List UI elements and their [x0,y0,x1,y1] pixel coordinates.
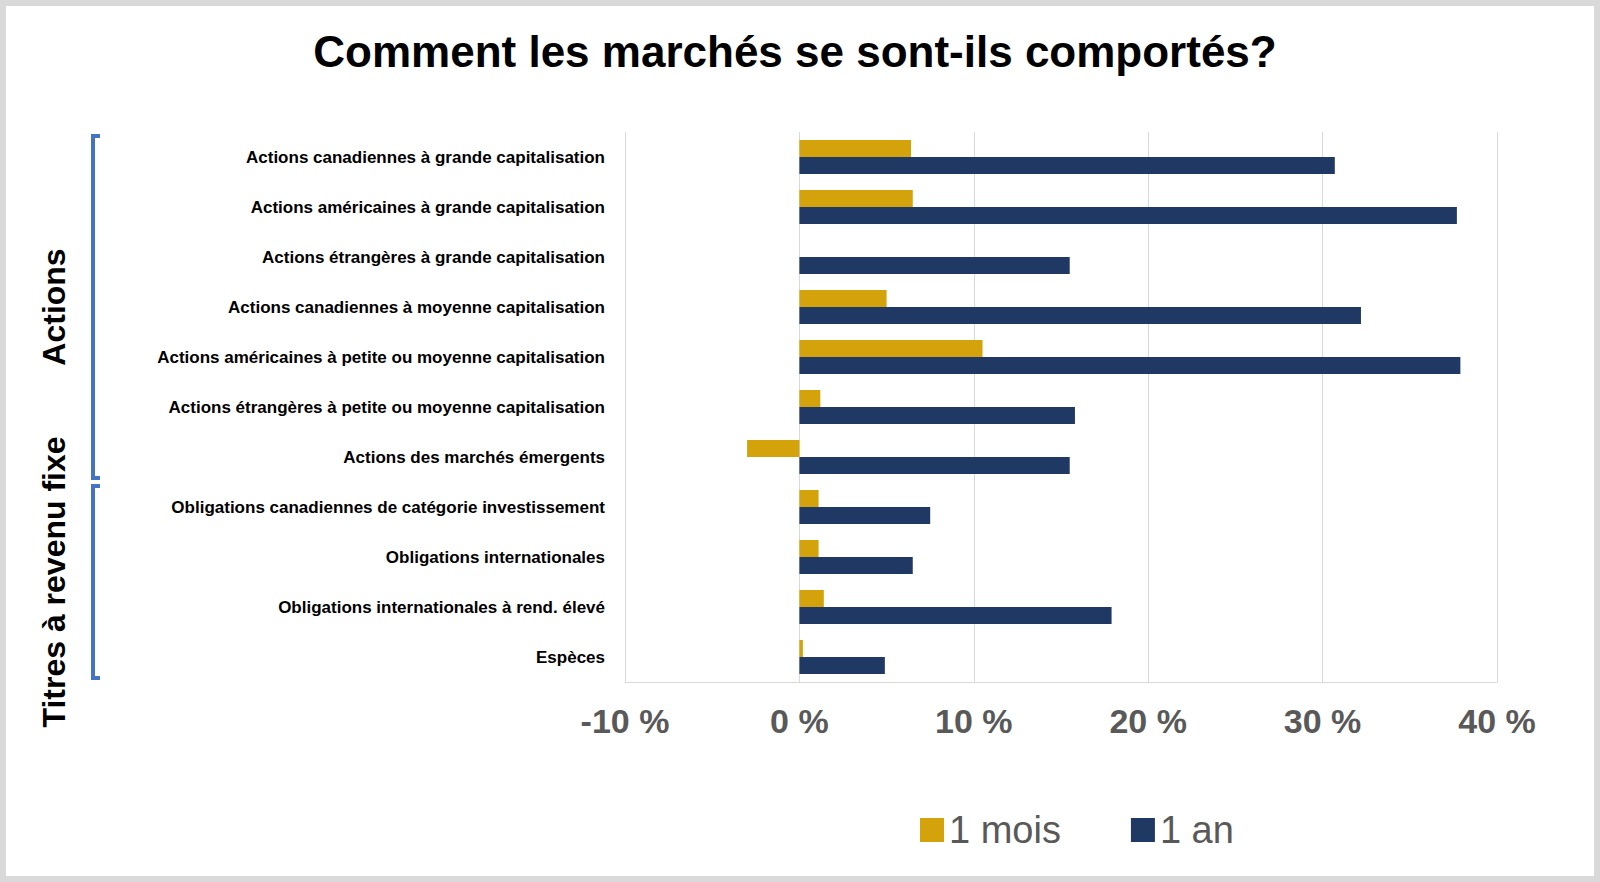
svg-text:30 %: 30 % [1284,702,1362,740]
svg-text:Obligations internationales: Obligations internationales [386,548,605,567]
svg-text:Actions: Actions [36,248,72,365]
svg-text:Actions américaines à grande c: Actions américaines à grande capitalisat… [251,198,605,217]
svg-text:1 mois: 1 mois [949,809,1061,851]
svg-text:Actions étrangères à grande ca: Actions étrangères à grande capitalisati… [262,248,605,267]
svg-text:Obligations canadiennes de cat: Obligations canadiennes de catégorie inv… [171,498,605,517]
svg-text:Actions canadiennes à moyenne: Actions canadiennes à moyenne capitalisa… [228,298,605,317]
svg-text:Actions canadiennes à grande c: Actions canadiennes à grande capitalisat… [246,148,605,167]
svg-text:Obligations internationales à: Obligations internationales à rend. élev… [278,598,605,617]
svg-text:Titres à revenu fixe: Titres à revenu fixe [36,436,72,727]
svg-text:Actions étrangères à petite ou: Actions étrangères à petite ou moyenne c… [169,398,605,417]
svg-text:Comment les marchés se sont-il: Comment les marchés se sont-ils comporté… [313,27,1276,76]
svg-text:Actions américaines à petite o: Actions américaines à petite ou moyenne … [157,348,605,367]
svg-text:Espèces: Espèces [536,648,605,667]
svg-text:-10 %: -10 % [581,702,670,740]
svg-text:Actions des marchés émergents: Actions des marchés émergents [343,448,605,467]
svg-text:1 an: 1 an [1160,809,1234,851]
svg-text:40 %: 40 % [1458,702,1536,740]
svg-text:20 %: 20 % [1109,702,1187,740]
svg-text:10 %: 10 % [935,702,1013,740]
svg-text:0 %: 0 % [770,702,829,740]
